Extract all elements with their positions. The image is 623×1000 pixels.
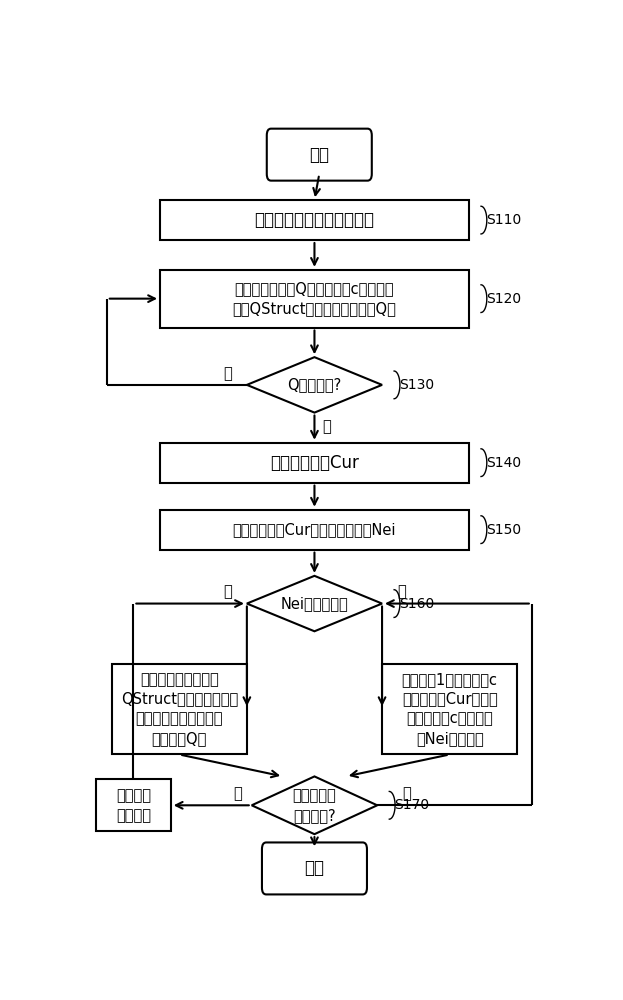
Polygon shape [247, 357, 382, 413]
Text: S150: S150 [486, 523, 521, 537]
Text: 结束: 结束 [305, 859, 325, 877]
Text: 根据规则1计算根结点c
到队首元素Cur的下一
跳和根结点c到邻居结
点Nei的下一跳: 根据规则1计算根结点c 到队首元素Cur的下一 跳和根结点c到邻居结 点Nei的… [402, 672, 498, 746]
Text: S120: S120 [486, 292, 521, 306]
Text: 否: 否 [223, 585, 232, 600]
Text: 是: 是 [402, 786, 411, 801]
Text: 否: 否 [233, 786, 242, 801]
Text: Q是否为空?: Q是否为空? [287, 377, 341, 392]
Polygon shape [247, 576, 382, 631]
Text: S160: S160 [399, 597, 434, 611]
Text: S130: S130 [399, 378, 434, 392]
FancyBboxPatch shape [262, 842, 367, 894]
Text: 是: 是 [397, 585, 406, 600]
Text: 初始化所有结点的结点信息: 初始化所有结点的结点信息 [254, 211, 374, 229]
Text: S170: S170 [394, 798, 429, 812]
FancyBboxPatch shape [267, 129, 372, 181]
Text: 是最后一个
邻居结点?: 是最后一个 邻居结点? [293, 788, 336, 823]
Text: 否: 否 [322, 419, 331, 434]
Bar [160, 270, 469, 328]
Bar [96, 779, 171, 831]
Text: S110: S110 [486, 213, 521, 227]
Bar [160, 443, 469, 483]
Text: S140: S140 [486, 456, 521, 470]
Bar [112, 664, 247, 754]
Text: 开始: 开始 [309, 146, 330, 164]
Text: 取出队首元素Cur: 取出队首元素Cur [270, 454, 359, 472]
Text: 更新当前邻居结点的
QStruct信息，并且将更
新后的关于该结点的信
息加入到Q中: 更新当前邻居结点的 QStruct信息，并且将更 新后的关于该结点的信 息加入到… [121, 672, 238, 746]
Text: 取下一个
邻居结点: 取下一个 邻居结点 [116, 788, 151, 823]
Bar [382, 664, 517, 754]
Bar [160, 200, 469, 240]
Polygon shape [252, 776, 378, 834]
Text: 是: 是 [223, 366, 232, 381]
Text: 创建优先级队列Q，将根结点c的优先级
结构QStruct加入到优先级队列Q中: 创建优先级队列Q，将根结点c的优先级 结构QStruct加入到优先级队列Q中 [232, 281, 396, 316]
Text: 访问队首元素Cur的所有邻居结点Nei: 访问队首元素Cur的所有邻居结点Nei [233, 522, 396, 537]
Bar [160, 510, 469, 550]
Text: Nei是否被访问: Nei是否被访问 [280, 596, 348, 611]
